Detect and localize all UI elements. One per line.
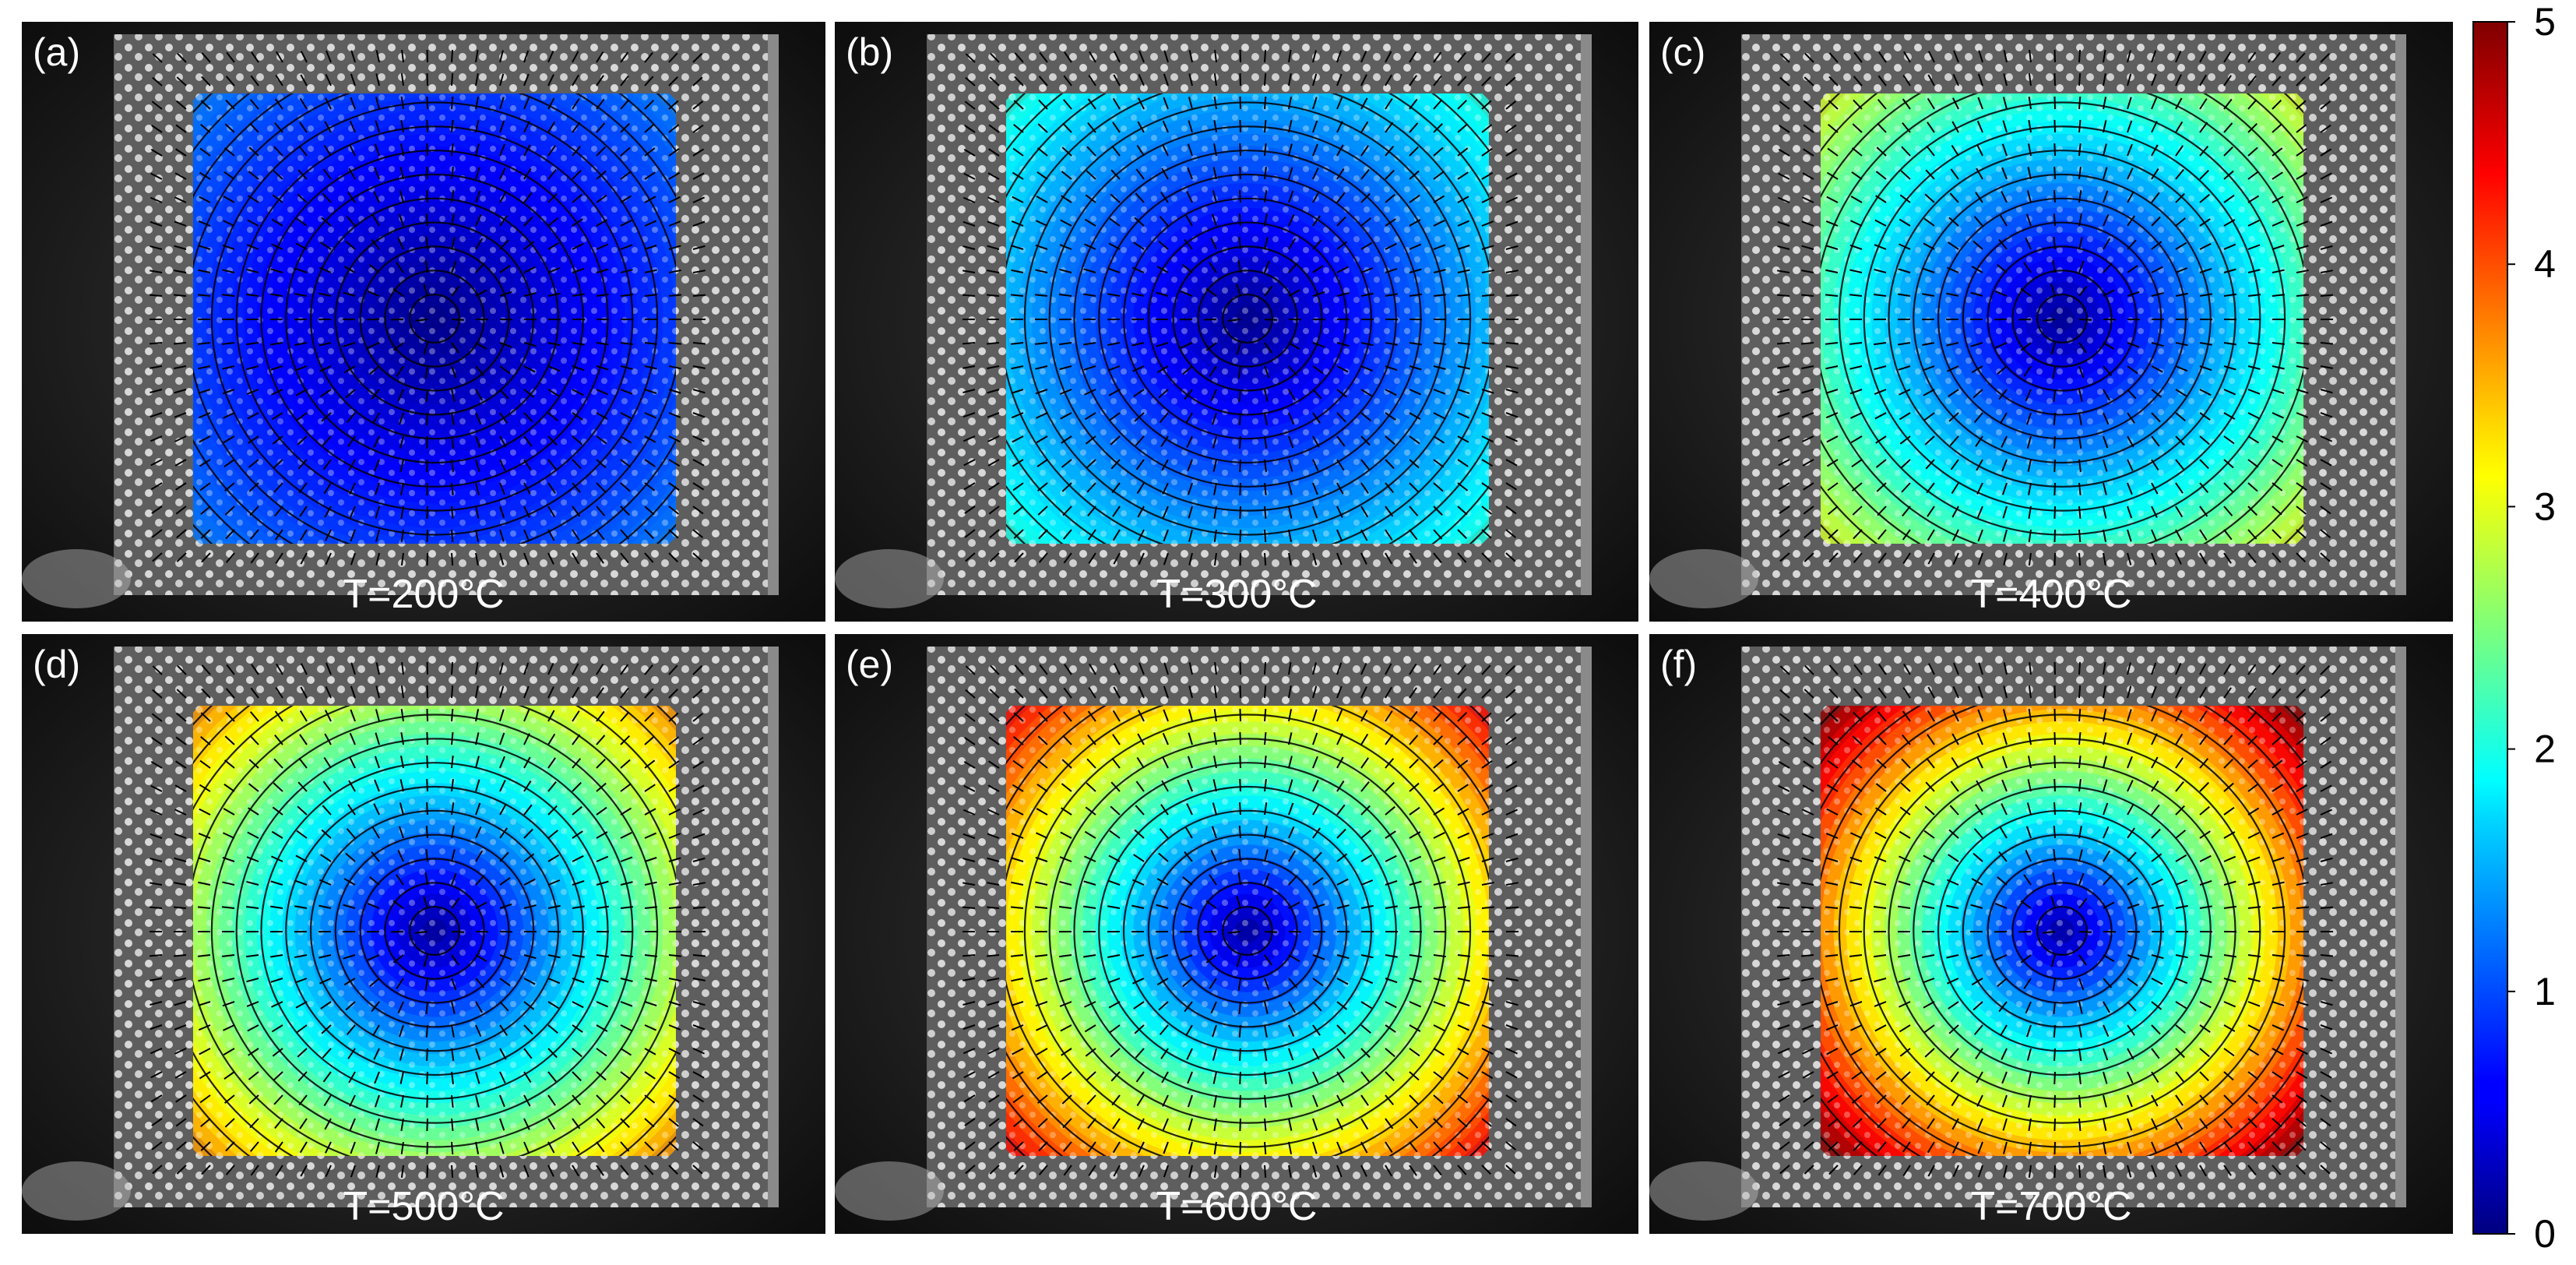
temperature-label: T=300°C [1156,572,1317,617]
displacement-field [1821,706,2303,1156]
plate-edge [768,34,779,595]
panel-e: (e) T=600°C [835,634,1638,1234]
photo-reflection [1649,1161,1758,1221]
panel-label: (e) [846,643,893,686]
colorbar: 0 1 2 3 4 5 [2472,0,2556,1256]
displacement-field [1821,93,2303,544]
panel-label: (b) [846,30,893,74]
displacement-vectors [149,49,706,566]
colorbar-tick-label: 5 [2534,0,2556,44]
plate-edge [2395,647,2406,1207]
colorbar-tick-label: 1 [2534,970,2556,1013]
colorbar-tick-label: 4 [2534,242,2556,286]
colorbar-tick-label: 2 [2534,728,2556,771]
panel-f: (f) T=700°C [1649,634,2453,1234]
plate-edge [1581,34,1592,595]
colorbar-ticks: 0 1 2 3 4 5 [2507,0,2556,1256]
displacement-vectors [962,661,1519,1179]
colorbar-tick-label: 3 [2534,485,2556,528]
displacement-vectors [1776,661,2334,1179]
colorbar-tick-label: 0 [2534,1212,2556,1256]
panel-c: (c) T=400°C [1649,22,2453,622]
photo-reflection [1649,549,1758,608]
photo-reflection [22,1161,131,1221]
panel-label: (a) [33,30,80,74]
displacement-field [1006,706,1489,1156]
temperature-label: T=200°C [343,572,504,617]
colorbar-gradient [2472,21,2508,1235]
panel-label: (f) [1660,643,1697,686]
temperature-label: T=700°C [1970,1184,2131,1229]
plate-edge [1581,647,1592,1207]
displacement-vectors [1776,49,2334,566]
displacement-field [193,706,676,1156]
panel-grid: (a) T=200°C (b) T=300°C (c) T=400°C (d) T=500°C… [22,22,2453,1234]
photo-reflection [22,549,131,608]
temperature-label: T=600°C [1156,1184,1317,1229]
photo-reflection [835,1161,944,1221]
displacement-field [193,93,676,544]
panel-b: (b) T=300°C [835,22,1638,622]
displacement-field [1006,93,1489,544]
displacement-vectors [149,661,706,1179]
temperature-label: T=400°C [1970,572,2131,617]
displacement-vectors [962,49,1519,566]
panel-label: (c) [1660,30,1705,74]
plate-edge [2395,34,2406,595]
plate-edge [768,647,779,1207]
temperature-label: T=500°C [343,1184,504,1229]
photo-reflection [835,549,944,608]
panel-d: (d) T=500°C [22,634,825,1234]
panel-a: (a) T=200°C [22,22,825,622]
panel-label: (d) [33,643,80,686]
